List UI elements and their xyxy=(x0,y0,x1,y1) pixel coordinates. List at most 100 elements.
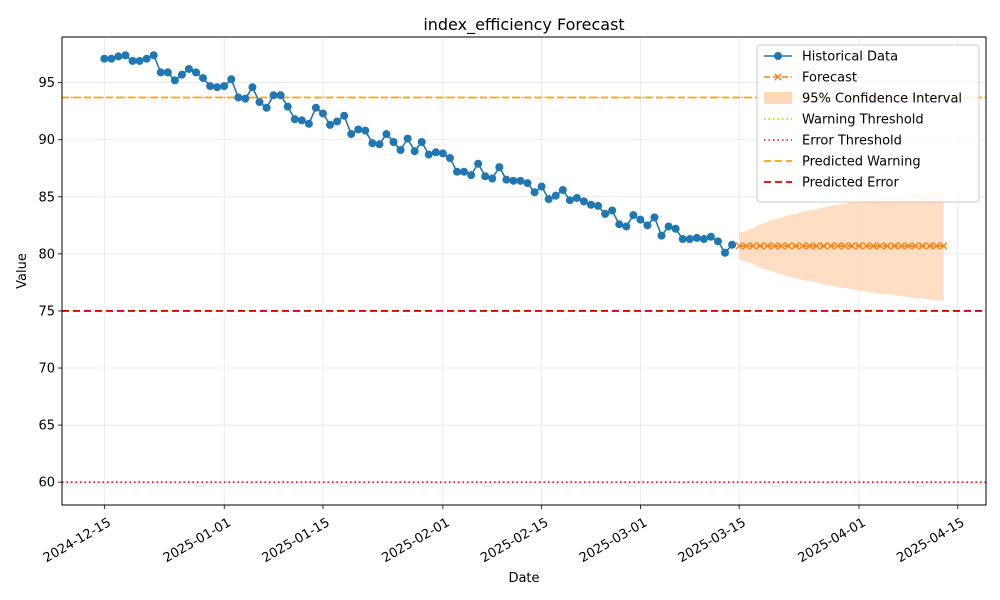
forecast-point xyxy=(904,242,913,250)
historical-point xyxy=(354,125,363,134)
historical-point xyxy=(192,68,201,77)
forecast-point-stroke xyxy=(897,242,906,250)
legend-entry: Predicted Error xyxy=(764,176,900,191)
historical-point xyxy=(333,117,342,126)
legend-marker-forecast xyxy=(774,73,782,81)
legend-entry: Warning Threshold xyxy=(764,113,924,128)
historical-point xyxy=(375,140,384,149)
forecast-point-stroke xyxy=(749,242,758,250)
historical-point xyxy=(170,76,179,85)
legend-entry: Historical Data xyxy=(764,50,898,65)
y-tick-label: 80 xyxy=(38,247,55,262)
historical-point xyxy=(713,237,722,246)
forecast-point xyxy=(735,242,743,250)
legend-label: Historical Data xyxy=(802,50,898,65)
forecast-point-stroke xyxy=(770,242,779,250)
historical-point xyxy=(643,221,652,230)
historical-point xyxy=(488,174,497,183)
historical-point xyxy=(664,222,673,231)
legend-label: Forecast xyxy=(802,71,857,86)
historical-point xyxy=(304,119,313,128)
forecast-point-stroke xyxy=(911,242,920,250)
legend-entry: 95% Confidence Interval xyxy=(764,92,962,107)
historical-point xyxy=(410,147,419,156)
forecast-point-stroke xyxy=(883,242,892,250)
y-tick-label: 85 xyxy=(38,190,55,205)
plot-frame xyxy=(61,36,987,506)
historical-point xyxy=(241,94,250,103)
forecast-point-stroke xyxy=(925,242,934,250)
forecast-point-stroke xyxy=(791,242,800,250)
forecast-point-stroke xyxy=(805,242,814,250)
historical-point xyxy=(290,115,299,124)
historical-point xyxy=(438,149,447,158)
historical-point xyxy=(142,54,151,63)
legend-box xyxy=(756,44,980,203)
forecast-point-stroke xyxy=(855,242,863,250)
historical-point xyxy=(347,130,356,139)
historical-point xyxy=(234,93,243,102)
forecast-point-stroke xyxy=(918,242,927,250)
historical-point xyxy=(615,220,624,229)
historical-point xyxy=(629,211,638,220)
forecast-point-stroke xyxy=(742,242,750,250)
y-tick-label: 95 xyxy=(38,76,55,91)
historical-point xyxy=(594,201,603,210)
historical-point xyxy=(199,74,208,83)
y-tick-label: 75 xyxy=(38,304,55,319)
historical-point xyxy=(728,240,737,249)
forecast-point xyxy=(876,242,884,250)
historical-point xyxy=(114,52,123,61)
historical-point xyxy=(255,98,264,107)
forecast-point-stroke xyxy=(819,242,828,250)
chart-title: index_efficiency Forecast xyxy=(423,15,624,35)
historical-point xyxy=(128,56,137,65)
forecast-point-stroke xyxy=(827,242,835,250)
legend-entry: Predicted Warning xyxy=(764,155,921,170)
historical-point xyxy=(276,91,285,100)
y-tick-label: 60 xyxy=(38,476,55,491)
historical-point xyxy=(445,153,454,162)
historical-point xyxy=(474,159,483,168)
historical-point xyxy=(248,83,257,92)
forecast-point xyxy=(862,242,870,250)
historical-point xyxy=(227,75,236,84)
forecast-point xyxy=(763,242,772,250)
forecast-point xyxy=(925,242,934,250)
forecast-point-stroke xyxy=(841,242,849,250)
y-tick-label: 90 xyxy=(38,133,55,148)
historical-point xyxy=(431,148,440,157)
historical-point xyxy=(551,191,560,200)
historical-point xyxy=(671,224,680,233)
historical-point xyxy=(318,109,327,118)
historical-point xyxy=(206,82,215,91)
grid-layer xyxy=(62,37,986,505)
legend-entry: Error Threshold xyxy=(764,134,902,149)
historical-point xyxy=(149,51,158,60)
forecast-point xyxy=(805,242,814,250)
historical-point xyxy=(692,233,701,242)
historical-point xyxy=(163,68,172,77)
historical-point xyxy=(685,235,694,244)
historical-point xyxy=(107,54,116,63)
historical-point xyxy=(100,54,109,63)
forecast-point-stroke xyxy=(862,242,870,250)
forecast-point xyxy=(791,242,800,250)
historical-point xyxy=(502,175,511,184)
historical-point xyxy=(537,182,546,191)
historical-point xyxy=(481,172,490,181)
historical-point xyxy=(382,130,391,139)
forecast-point-stroke xyxy=(932,242,941,250)
forecast-point xyxy=(784,242,793,250)
historical-point xyxy=(721,248,730,257)
forecast-point-stroke xyxy=(869,242,877,250)
historical-point xyxy=(657,231,666,240)
historical-point xyxy=(579,197,588,206)
y-tick-label: 65 xyxy=(38,419,55,434)
historical-point xyxy=(608,206,617,215)
forecast-point-stroke xyxy=(784,242,793,250)
historical-point xyxy=(558,185,567,194)
historical-point xyxy=(262,103,271,112)
legend-label: 95% Confidence Interval xyxy=(802,92,962,107)
